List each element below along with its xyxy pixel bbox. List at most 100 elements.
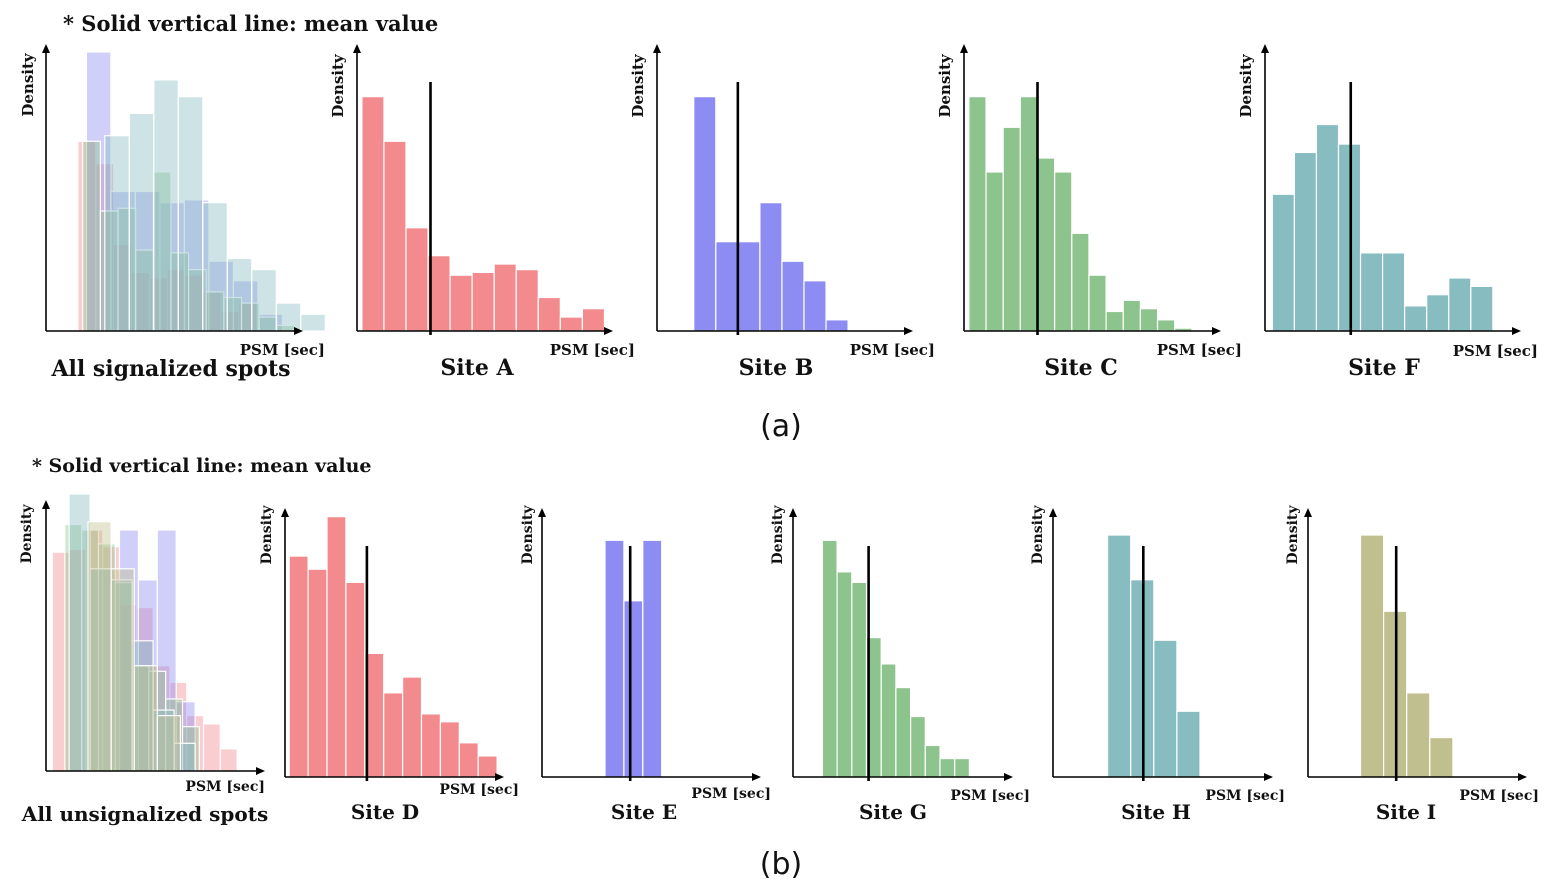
bar-site-d-10 xyxy=(202,723,221,772)
bar-site-f-7 xyxy=(1404,305,1428,332)
panel-title-site-c: Site C xyxy=(1044,355,1118,381)
bar-site-a-10 xyxy=(559,316,583,332)
bar-site-a-7 xyxy=(493,263,517,332)
x-axis-label-all-signalized-spots: PSM [sec] xyxy=(240,341,325,359)
y-axis-arrow-site-f xyxy=(1261,44,1269,53)
bar-site-f-3 xyxy=(1315,123,1340,332)
x-axis-arrow-site-g xyxy=(1004,773,1013,781)
bar-site-b-5 xyxy=(781,260,805,332)
panel-title-site-b: Site B xyxy=(739,355,814,381)
y-axis-arrow-all-signalized-spots xyxy=(42,44,50,53)
panel-site-e: Density PSM [sec] Site E xyxy=(520,505,771,824)
y-axis-label-site-b: Density xyxy=(629,53,647,118)
panel-site-a: Density PSM [sec] Site A xyxy=(329,44,635,381)
bar-site-f-6 xyxy=(226,257,253,332)
bar-site-a-2 xyxy=(383,140,407,332)
bar-site-f-2 xyxy=(1293,151,1318,332)
bar-site-b-1 xyxy=(693,96,717,332)
x-axis-arrow-site-e xyxy=(752,773,761,781)
bar-site-d-10 xyxy=(458,742,479,778)
bar-site-d-8 xyxy=(420,713,441,778)
bar-site-g-9 xyxy=(939,757,956,778)
panel-title-site-e: Site E xyxy=(611,800,677,824)
y-axis-label-site-f: Density xyxy=(1237,53,1255,118)
bar-site-g-10 xyxy=(954,757,971,778)
panel-site-g: Density PSM [sec] Site G xyxy=(770,505,1030,824)
y-axis-arrow-site-i xyxy=(1304,508,1312,517)
bar-site-b-6 xyxy=(208,260,235,332)
x-axis-label-site-a: PSM [sec] xyxy=(550,341,635,359)
bar-site-h-4 xyxy=(1176,710,1201,778)
panel-title-site-a: Site A xyxy=(440,355,514,381)
x-axis-arrow-site-c xyxy=(1212,327,1221,335)
panel-site-d: Density PSM [sec] Site D xyxy=(259,505,519,824)
bar-site-c-8 xyxy=(1088,274,1107,332)
bar-site-i-3 xyxy=(133,665,158,772)
x-axis-label-site-d: PSM [sec] xyxy=(439,782,519,798)
bar-site-d-1 xyxy=(288,555,309,778)
x-axis-label-all-unsignalized-spots: PSM [sec] xyxy=(185,779,265,795)
bar-site-c-3 xyxy=(1002,126,1021,332)
x-axis-arrow-all-unsignalized-spots xyxy=(256,767,265,775)
y-axis-label-site-d: Density xyxy=(259,505,275,565)
y-axis-arrow-site-g xyxy=(789,508,797,517)
bar-site-g-1 xyxy=(821,539,838,778)
bar-site-c-2 xyxy=(985,171,1004,332)
caption-a: (a) xyxy=(760,409,802,444)
panel-title-site-i: Site I xyxy=(1376,800,1436,824)
bar-site-d-11 xyxy=(219,748,238,772)
bar-site-a-11 xyxy=(581,308,606,332)
y-axis-arrow-site-c xyxy=(960,44,968,53)
bar-site-b-2 xyxy=(715,241,739,332)
panel-site-b: Density PSM [sec] Site B xyxy=(629,44,935,381)
bar-site-b-4 xyxy=(159,202,186,332)
bar-site-i-2 xyxy=(110,568,135,772)
bar-site-a-5 xyxy=(449,274,473,332)
bar-site-g-2 xyxy=(836,571,853,778)
bar-site-c-1 xyxy=(82,140,101,332)
bar-site-f-3 xyxy=(153,79,179,332)
bar-site-b-6 xyxy=(803,280,827,332)
bar-site-c-11 xyxy=(1139,308,1159,332)
bar-site-c-6 xyxy=(1054,171,1073,332)
bar-site-e-1 xyxy=(604,539,625,778)
bar-site-h-1 xyxy=(68,493,91,772)
panel-title-site-h: Site H xyxy=(1121,800,1191,824)
bar-site-f-5 xyxy=(202,202,228,332)
bar-site-b-7 xyxy=(825,319,849,332)
bar-site-f-1 xyxy=(104,135,130,332)
panel-site-h: Density PSM [sec] Site H xyxy=(1030,505,1285,824)
bar-site-i-3 xyxy=(1406,692,1431,778)
bar-site-g-7 xyxy=(909,715,926,778)
x-axis-arrow-site-d xyxy=(495,773,504,781)
bar-site-d-2 xyxy=(307,568,328,778)
bar-site-c-1 xyxy=(968,96,987,332)
bar-site-c-12 xyxy=(1156,319,1176,332)
bar-site-f-9 xyxy=(1448,277,1472,332)
panel-all-signalized-spots: Density PSM [sec]All signalized spots xyxy=(19,44,326,382)
x-axis-arrow-site-b xyxy=(904,327,913,335)
y-axis-arrow-site-e xyxy=(538,508,546,517)
bar-site-c-4 xyxy=(1019,96,1039,332)
bar-site-g-3 xyxy=(851,581,868,778)
bar-site-d-7 xyxy=(402,676,423,778)
y-axis-label-all-signalized-spots: Density xyxy=(19,52,37,117)
bar-site-f-7 xyxy=(251,269,277,332)
x-axis-arrow-site-h xyxy=(1264,773,1273,781)
x-axis-label-site-e: PSM [sec] xyxy=(691,786,771,802)
bar-site-c-5 xyxy=(1036,157,1056,332)
bar-site-h-1 xyxy=(1106,534,1132,778)
x-axis-label-site-i: PSM [sec] xyxy=(1459,788,1539,804)
panel-title-site-f: Site F xyxy=(1348,355,1420,381)
panel-title-all-unsignalized-spots: All unsignalized spots xyxy=(21,802,268,826)
panel-title-site-d: Site D xyxy=(351,800,419,824)
bar-site-f-8 xyxy=(275,302,302,332)
bar-site-d-4 xyxy=(345,581,366,778)
y-axis-label-site-a: Density xyxy=(329,53,347,118)
bar-site-e-2 xyxy=(623,600,644,778)
y-axis-arrow-site-d xyxy=(281,508,289,517)
bar-site-f-1 xyxy=(1271,193,1295,332)
bar-site-a-8 xyxy=(515,269,539,332)
